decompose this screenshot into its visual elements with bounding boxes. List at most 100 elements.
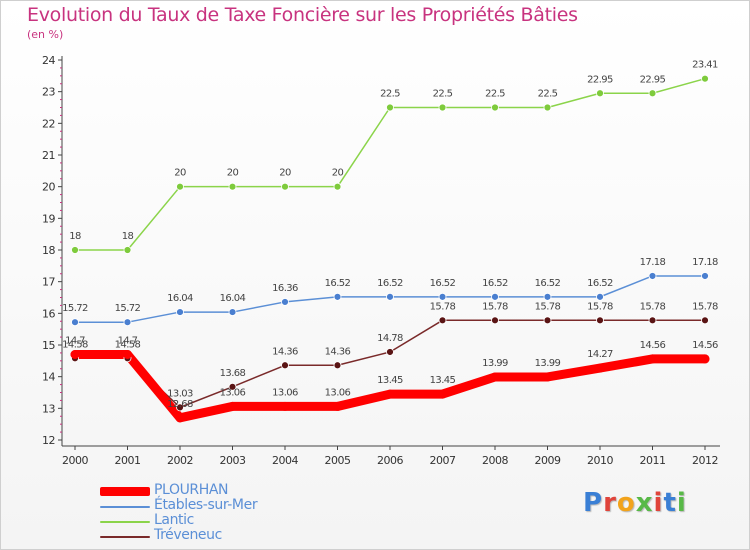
data-label: 12.68 xyxy=(167,399,193,410)
data-label: 13.06 xyxy=(220,387,246,398)
data-label: 14.78 xyxy=(377,333,403,344)
data-point xyxy=(228,382,237,391)
logo-letter: P xyxy=(583,488,604,518)
x-tick-label: 2010 xyxy=(587,454,613,467)
data-point xyxy=(333,292,342,301)
data-label: 17.18 xyxy=(640,257,666,268)
data-point xyxy=(596,89,604,98)
data-point xyxy=(543,316,552,325)
data-label: 15.72 xyxy=(115,303,141,314)
data-point xyxy=(648,272,657,280)
data-point xyxy=(648,354,657,364)
data-label: 13.03 xyxy=(167,388,193,399)
data-label: 16.52 xyxy=(535,278,561,289)
data-label: 20 xyxy=(174,168,186,179)
data-point xyxy=(386,292,394,301)
data-point xyxy=(123,318,132,327)
data-point xyxy=(385,389,395,399)
x-tick-label: 2006 xyxy=(377,454,403,467)
x-tick-label: 2011 xyxy=(640,454,666,467)
data-point xyxy=(386,103,394,112)
data-label: 20 xyxy=(332,168,344,179)
data-point xyxy=(280,401,290,411)
y-tick-label: 17 xyxy=(42,276,55,289)
data-point xyxy=(228,401,237,411)
logo-letter: o xyxy=(616,488,636,518)
data-label: 16.04 xyxy=(220,293,246,304)
data-label: 15.72 xyxy=(62,303,88,314)
data-point xyxy=(648,316,657,325)
y-tick-label: 22 xyxy=(42,117,55,130)
data-point xyxy=(333,182,342,191)
data-point xyxy=(438,103,447,112)
data-point xyxy=(700,354,710,364)
x-tick-label: 2012 xyxy=(692,454,718,467)
data-point xyxy=(490,372,500,382)
data-label: 16.52 xyxy=(325,278,351,289)
y-tick-label: 15 xyxy=(42,339,55,352)
data-point xyxy=(228,182,237,191)
legend-swatch xyxy=(100,506,150,508)
data-label: 18 xyxy=(69,231,81,242)
x-tick-label: 2003 xyxy=(220,454,246,467)
data-label: 13.06 xyxy=(272,387,298,398)
data-label: 13.45 xyxy=(377,375,403,386)
x-tick-label: 2001 xyxy=(115,454,141,467)
data-label: 14.58 xyxy=(115,339,141,350)
legend-label: Étables-sur-Mer xyxy=(154,497,258,513)
data-point xyxy=(176,182,184,191)
data-label: 15.78 xyxy=(482,301,508,312)
chart-title: Evolution du Taux de Taxe Foncière sur l… xyxy=(27,4,578,26)
data-point xyxy=(701,74,709,83)
data-point xyxy=(438,389,447,399)
data-label: 13.99 xyxy=(482,358,508,369)
data-label: 16.52 xyxy=(482,278,508,289)
line-chart: 12 13 14 15 16 17 18 19 20 21 22 23 24 2000 2001 2002 20… xyxy=(42,54,720,467)
logo-letter: i xyxy=(676,488,687,518)
data-label: 22.95 xyxy=(640,74,666,85)
y-tick-label: 24 xyxy=(42,54,55,67)
x-tick-label: 2009 xyxy=(535,454,561,467)
data-label: 16.04 xyxy=(167,293,193,304)
data-label: 13.45 xyxy=(430,375,456,386)
data-point xyxy=(491,292,499,301)
data-label: 22.5 xyxy=(433,89,453,100)
data-point xyxy=(175,413,185,423)
data-point xyxy=(596,292,604,301)
legend-label: Tréveneuc xyxy=(154,527,222,543)
data-point xyxy=(386,348,394,356)
legend-swatch xyxy=(100,536,150,538)
data-point xyxy=(281,298,289,306)
data-label: 14.7 xyxy=(65,336,85,347)
data-point xyxy=(543,372,552,382)
legend-swatch xyxy=(100,521,150,523)
data-point xyxy=(176,403,184,412)
data-point xyxy=(281,182,289,191)
data-label: 15.78 xyxy=(587,301,613,312)
data-point xyxy=(333,361,342,370)
data-label: 14.56 xyxy=(692,340,718,351)
data-label: 13.06 xyxy=(325,387,351,398)
data-label: 16.52 xyxy=(430,278,456,289)
y-tick-label: 13 xyxy=(42,402,55,415)
data-label: 14.56 xyxy=(640,340,666,351)
legend-label: Lantic xyxy=(154,512,194,528)
data-point xyxy=(701,272,709,280)
y-tick-label: 16 xyxy=(42,307,55,320)
data-point xyxy=(543,292,552,301)
data-label: 22.5 xyxy=(485,89,505,100)
x-tick-label: 2008 xyxy=(482,454,508,467)
data-point xyxy=(701,316,709,325)
data-label: 20 xyxy=(279,168,291,179)
data-label: 14.58 xyxy=(62,339,88,350)
data-point xyxy=(123,246,132,254)
x-tick-label: 2005 xyxy=(325,454,351,467)
x-tick-label: 2002 xyxy=(167,454,193,467)
data-point xyxy=(491,103,499,112)
y-tick-label: 12 xyxy=(42,434,55,447)
data-label: 15.78 xyxy=(692,301,718,312)
data-point xyxy=(228,308,237,316)
data-label: 14.7 xyxy=(118,336,138,347)
data-label: 15.78 xyxy=(640,301,666,312)
